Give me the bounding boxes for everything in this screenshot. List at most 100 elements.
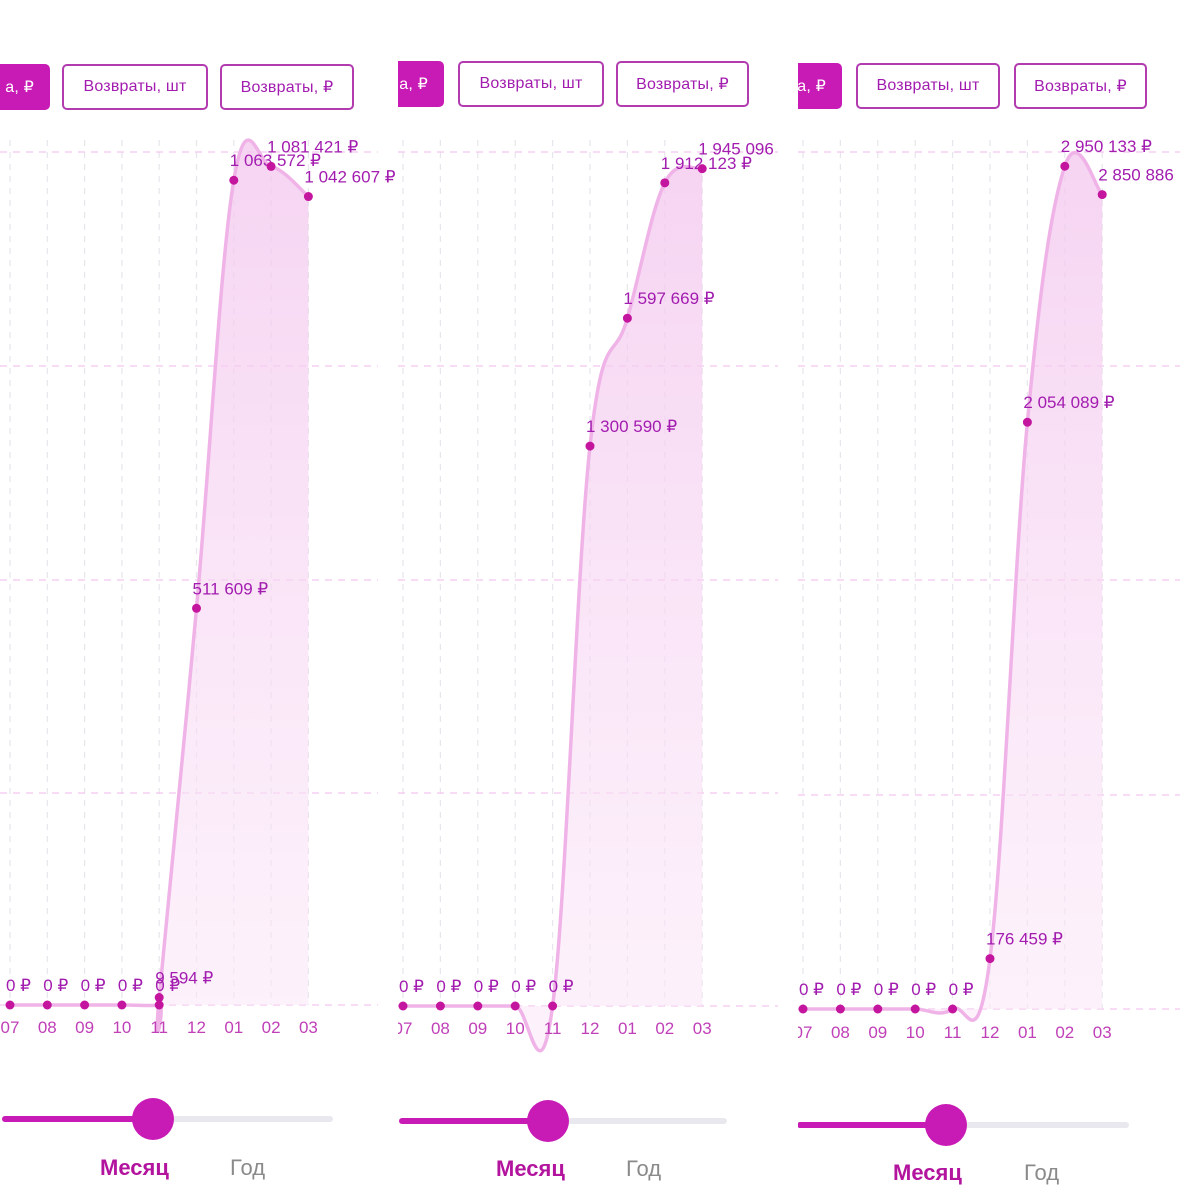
x-tick-label: 02 (655, 1019, 674, 1038)
x-tick-label: 12 (981, 1023, 1000, 1042)
slider-handle[interactable] (925, 1104, 967, 1146)
x-tick-label: 08 (431, 1019, 450, 1038)
data-point (266, 161, 276, 171)
slider-handle[interactable] (132, 1098, 174, 1140)
returns-qty-button[interactable]: Возвраты, шт (458, 61, 604, 107)
chart-panel-1: а, ₽ Возвраты, шт Возвраты, ₽ 0 ₽ 0 ₽ 0 ₽ 0… (0, 0, 398, 1200)
data-point (1022, 417, 1032, 427)
data-label: 0 ₽ (6, 976, 31, 995)
data-label: 1 063 572 ₽ (230, 151, 321, 170)
data-point (873, 1004, 883, 1014)
data-point (473, 1001, 483, 1011)
area-fill (10, 140, 309, 1032)
x-tick-label: 03 (1093, 1023, 1112, 1042)
data-point (910, 1004, 920, 1014)
x-tick-label: 07 (798, 1023, 812, 1042)
data-point (798, 1004, 808, 1014)
x-tick-label: 07 (1, 1018, 20, 1037)
data-point (303, 192, 313, 202)
x-tick-label: 01 (1018, 1023, 1037, 1042)
data-label: 1 300 590 ₽ (586, 417, 677, 436)
data-point (1097, 190, 1107, 200)
data-label: 1 597 669 ₽ (623, 289, 714, 308)
area-fill (403, 166, 703, 1051)
data-label: 2 850 886 (1098, 166, 1174, 185)
returns-rub-button[interactable]: Возвраты, ₽ (220, 64, 354, 110)
data-label: 0 ₽ (549, 977, 574, 996)
x-tick-label: 03 (693, 1019, 712, 1038)
data-point (5, 1000, 15, 1010)
data-label: 0 ₽ (474, 977, 499, 996)
data-point (835, 1004, 845, 1014)
x-tick-label: 09 (468, 1019, 487, 1038)
sales-rub-button[interactable]: а, ₽ (0, 64, 50, 110)
data-label: 0 ₽ (436, 977, 461, 996)
period-month-tab[interactable]: Месяц (893, 1160, 962, 1185)
data-point (80, 1000, 90, 1010)
data-label: 0 ₽ (399, 977, 424, 996)
chart-panel-3: а, ₽ Возвраты, шт Возвраты, ₽ 0 ₽ 0 ₽ 0 ₽ 0… (798, 0, 1200, 1200)
data-point (1060, 161, 1070, 171)
period-year-tab[interactable]: Год (1024, 1160, 1060, 1185)
returns-qty-button[interactable]: Возвраты, шт (62, 64, 208, 110)
sales-rub-button[interactable]: а, ₽ (798, 63, 842, 109)
x-tick-label: 07 (398, 1019, 412, 1038)
x-tick-label: 10 (506, 1019, 525, 1038)
data-point (622, 313, 632, 323)
x-tick-label: 01 (224, 1018, 243, 1037)
data-label: 0 ₽ (949, 980, 974, 999)
x-tick-label: 10 (906, 1023, 925, 1042)
x-tick-label: 12 (187, 1018, 206, 1037)
x-tick-label: 09 (75, 1018, 94, 1037)
area-fill (803, 152, 1103, 1021)
data-label: 0 ₽ (511, 977, 536, 996)
x-tick-label: 08 (38, 1018, 57, 1037)
x-tick-label: 08 (831, 1023, 850, 1042)
data-point (42, 1000, 52, 1010)
line-chart-2: 0 ₽ 0 ₽ 0 ₽ 0 ₽ 0 ₽ 1 300 590 ₽ 1 597 669 ₽ 1 9… (398, 140, 778, 1142)
data-label: 1 945 096 (698, 140, 774, 159)
data-label: 2 950 133 ₽ (1061, 137, 1152, 156)
data-label: 0 ₽ (836, 980, 861, 999)
line-chart-1: 0 ₽0 ₽0 ₽0 ₽0 ₽9 594 ₽511 609 ₽1 063 572… (0, 137, 396, 1140)
data-point (510, 1001, 520, 1011)
x-tick-label: 11 (944, 1023, 962, 1042)
period-year-tab[interactable]: Год (626, 1156, 662, 1181)
data-point (948, 1004, 958, 1014)
x-tick-label: 03 (299, 1018, 318, 1037)
returns-rub-button[interactable]: Возвраты, ₽ (1014, 63, 1147, 109)
x-tick-label: 11 (544, 1019, 562, 1038)
data-point (585, 441, 595, 451)
data-point (398, 1001, 408, 1011)
period-year-tab[interactable]: Год (230, 1155, 266, 1180)
chart-panel-2: а, ₽ Возвраты, шт Возвраты, ₽ 0 ₽0 ₽0 ₽0… (398, 0, 798, 1200)
data-label: 0 ₽ (43, 976, 68, 995)
data-label: 511 609 ₽ (193, 579, 269, 598)
line-chart-3: 0 ₽ 0 ₽ 0 ₽ 0 ₽ 0 ₽ 176 459 ₽ 2 054 089 ₽ 2 950… (798, 137, 1180, 1146)
data-label: 1 912 123 ₽ (661, 154, 752, 173)
sales-rub-button[interactable]: а, ₽ (398, 61, 444, 107)
data-point (154, 1000, 164, 1010)
returns-qty-button[interactable]: Возвраты, шт (856, 63, 1000, 109)
data-label: 0 ₽ (155, 976, 180, 995)
data-point (192, 603, 201, 613)
returns-rub-button[interactable]: Возвраты, ₽ (616, 61, 749, 107)
x-tick-label: 01 (618, 1019, 637, 1038)
data-point (985, 954, 995, 964)
x-tick-label: 02 (262, 1018, 281, 1037)
slider-handle[interactable] (527, 1100, 569, 1142)
x-tick-label: 09 (868, 1023, 887, 1042)
data-point (229, 175, 239, 185)
data-point (660, 178, 670, 188)
data-label: 1 081 421 ₽ (267, 137, 358, 156)
data-label: 0 ₽ (799, 980, 824, 999)
x-tick-label: 11 (150, 1018, 168, 1037)
data-point (117, 1000, 127, 1010)
x-tick-label: 12 (581, 1019, 600, 1038)
data-label: 0 ₽ (911, 980, 936, 999)
period-month-tab[interactable]: Месяц (496, 1156, 565, 1181)
data-label: 176 459 ₽ (986, 930, 1063, 949)
data-label: 0 ₽ (874, 980, 899, 999)
data-label: 0 ₽ (118, 976, 143, 995)
period-month-tab[interactable]: Месяц (100, 1155, 169, 1180)
